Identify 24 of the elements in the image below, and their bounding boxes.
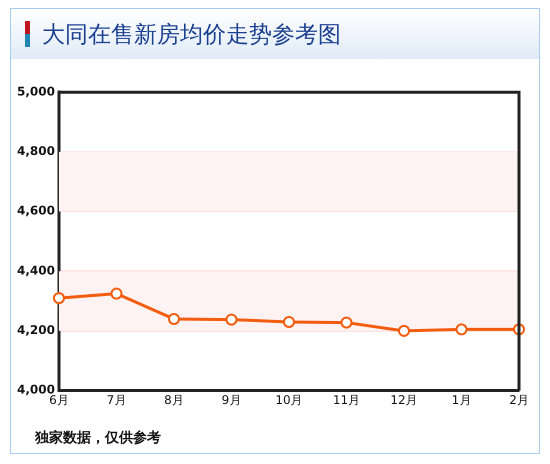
- point: [110, 288, 122, 300]
- point: [340, 316, 352, 329]
- chart-title: 大同在售新房均价走势参考图: [42, 20, 341, 50]
- x-tick-label: 9月: [222, 392, 242, 407]
- x-tick-label: 7月: [106, 392, 126, 407]
- point: [225, 314, 238, 326]
- x-tick-label: 1月: [452, 392, 472, 407]
- y-tick-label: 5,000: [16, 84, 55, 98]
- x-tick-label: 11月: [332, 392, 360, 407]
- x-tick-label: 12月: [390, 392, 418, 407]
- point: [168, 312, 180, 325]
- text: 独家数据，仅供参考: [35, 429, 162, 447]
- y-tick-label: 4,600: [16, 204, 55, 218]
- x-tick-label: 2月: [509, 392, 529, 407]
- point: [398, 324, 410, 337]
- point: [52, 292, 65, 304]
- point: [282, 316, 295, 328]
- y-tick-label: 4,400: [16, 263, 55, 278]
- y-tick-label: 4,800: [16, 144, 55, 158]
- y-tick-label: 4,200: [16, 323, 55, 338]
- x-tick-label: 10月: [275, 392, 303, 407]
- point: [455, 323, 468, 336]
- x-tick-label: 8月: [164, 392, 184, 407]
- x-tick-label: 6月: [49, 392, 69, 407]
